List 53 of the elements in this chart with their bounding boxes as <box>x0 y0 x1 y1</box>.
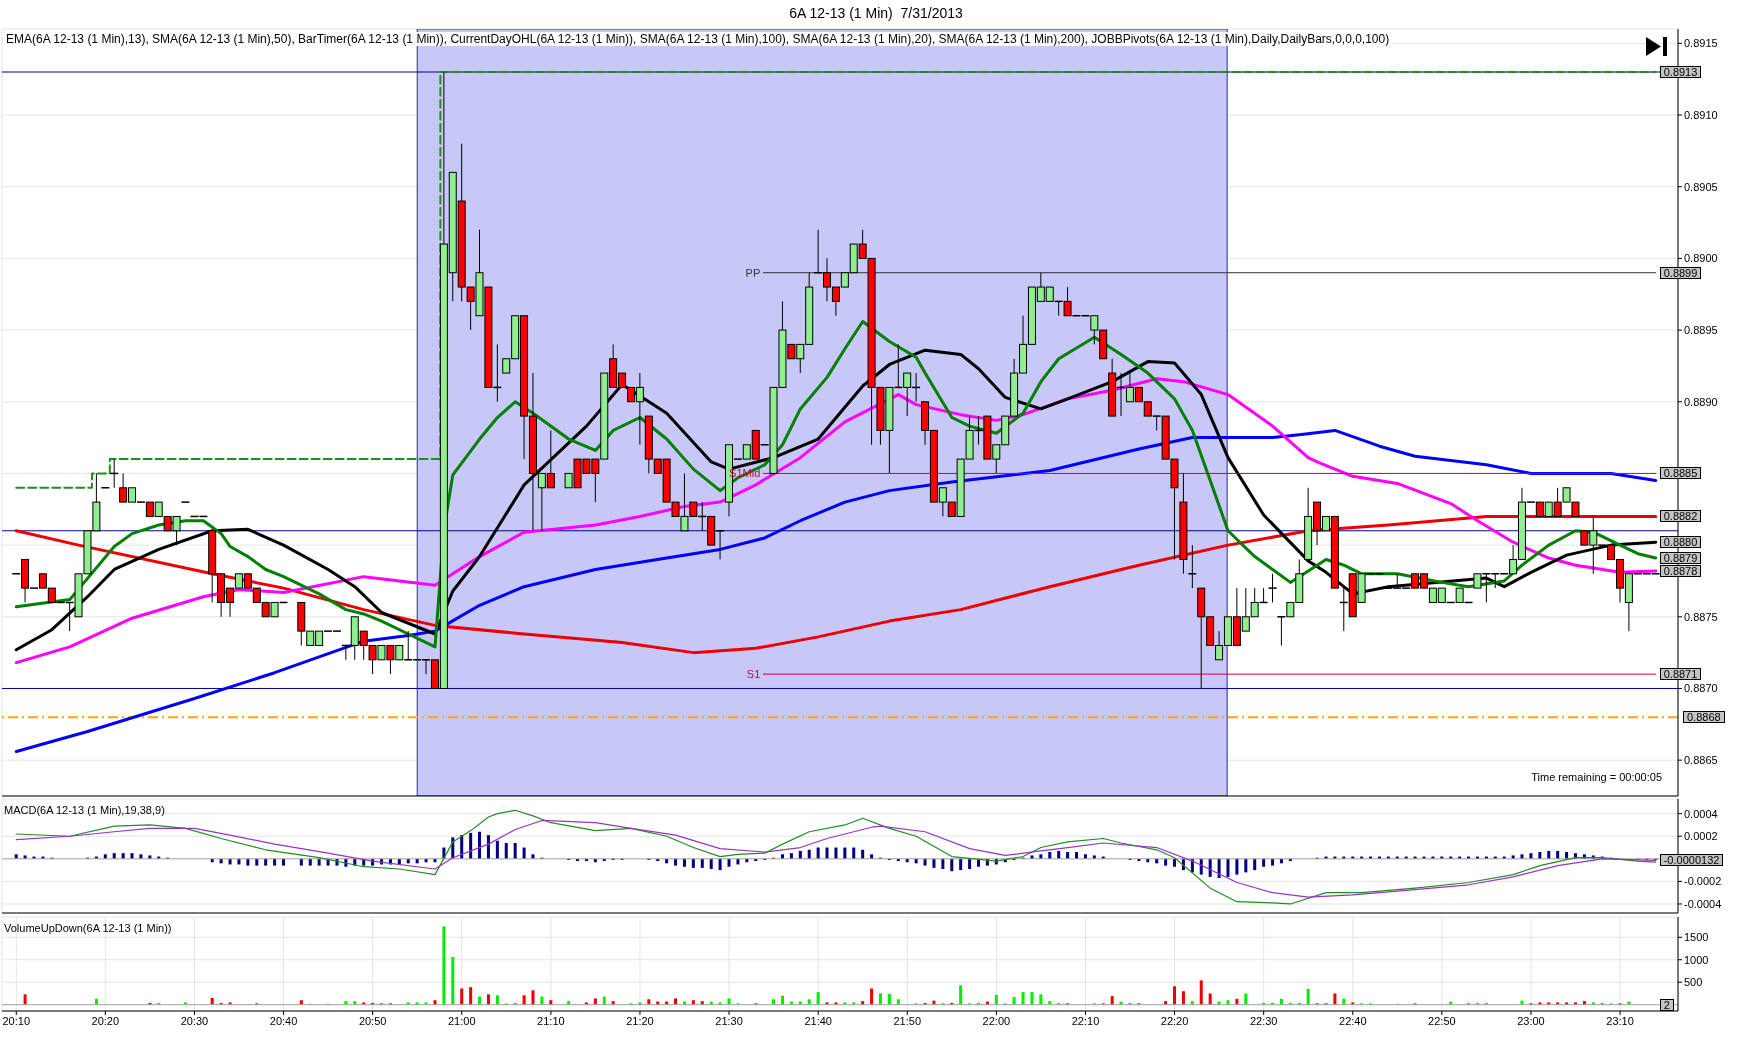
x-tick-label: 22:10 <box>1071 1014 1100 1027</box>
y-tick-label: 0.8905 <box>1684 180 1718 193</box>
chart-title: 6A 12-13 (1 Min) 7/31/2013 <box>788 4 964 22</box>
y-tick-label: 0.8915 <box>1684 37 1718 50</box>
annotation: Time remaining = 00:00:05 <box>1531 770 1662 784</box>
y-tick-label: 0.8895 <box>1684 323 1718 336</box>
x-tick-label: 21:00 <box>448 1014 476 1027</box>
y-tick-label: 0.0002 <box>1684 830 1718 843</box>
chart-subtitle: EMA(6A 12-13 (1 Min),13), SMA(6A 12-13 (1 Min),50), BarTimer(6A 12-13 (1 Min)), CurrentDayOHL(6A 12-13 (1 Min)), SMA(6A 12-13 (1 Min),100), SMA(6A 12-13 (1 Min),20), SMA(6A 12-13 (1 Min),200), JOBBPivots(6A 12-13 (1 Min),Daily,DailyBars,0,0,0,100) <box>4 32 1392 46</box>
x-tick-label: 21:50 <box>893 1014 922 1027</box>
series-label: PP <box>745 265 761 280</box>
data-label: 0.8913 <box>1659 66 1702 78</box>
data-label: -0.0000132 <box>1659 854 1724 867</box>
y-tick-label: 0.8910 <box>1684 108 1718 121</box>
data-label: 0.8885 <box>1659 467 1702 480</box>
x-tick-label: 21:30 <box>715 1014 743 1027</box>
y-tick-label: -0.0004 <box>1684 897 1722 910</box>
y-tick-label: 0.8900 <box>1684 252 1718 265</box>
y-tick-label: 1500 <box>1684 931 1709 944</box>
y-tick-label: 0.8890 <box>1684 395 1718 408</box>
data-label: 0.8880 <box>1659 536 1702 549</box>
y-tick-label: -0.0002 <box>1684 875 1722 888</box>
y-tick-label: 0.8865 <box>1684 754 1718 767</box>
y-tick-label: 0.8875 <box>1684 610 1718 623</box>
x-tick-label: 22:00 <box>982 1014 1011 1027</box>
x-tick-label: 20:50 <box>358 1014 387 1027</box>
x-tick-label: 22:20 <box>1160 1014 1189 1027</box>
data-label: 0.8879 <box>1659 552 1702 564</box>
data-label: 0.8878 <box>1659 564 1702 577</box>
y-tick-label: 0.8870 <box>1684 682 1718 695</box>
y-tick-label: 0.0004 <box>1684 807 1718 820</box>
x-tick-label: 21:20 <box>626 1014 654 1027</box>
ref-line-label: 0.8868 <box>1683 711 1725 724</box>
text: MACD(6A 12-13 (1 Min),19,38,9) <box>4 804 165 817</box>
data-label: 0.8871 <box>1659 668 1702 681</box>
data-label: 2 <box>1659 998 1674 1011</box>
y-tick-label: 1000 <box>1684 953 1709 966</box>
x-tick-label: 22:50 <box>1428 1014 1456 1027</box>
x-tick-label: 20:20 <box>91 1014 120 1027</box>
x-tick-label: 22:40 <box>1339 1014 1367 1027</box>
x-tick-label: 22:30 <box>1249 1014 1278 1027</box>
y-tick-label: 500 <box>1684 976 1703 989</box>
x-tick-label: 23:10 <box>1606 1014 1634 1027</box>
x-tick-label: 23:00 <box>1517 1014 1545 1027</box>
data-label: 0.8899 <box>1659 266 1702 279</box>
data-label: 0.8882 <box>1659 510 1702 523</box>
x-tick-label: 21:40 <box>804 1014 832 1027</box>
x-tick-label: 20:10 <box>2 1014 31 1027</box>
text: VolumeUpDown(6A 12-13 (1 Min)) <box>4 922 172 935</box>
x-tick-label: 20:40 <box>269 1014 298 1027</box>
x-tick-label: 21:10 <box>537 1014 565 1027</box>
series-label: S1 <box>746 667 761 682</box>
x-tick-label: 20:30 <box>180 1014 209 1027</box>
